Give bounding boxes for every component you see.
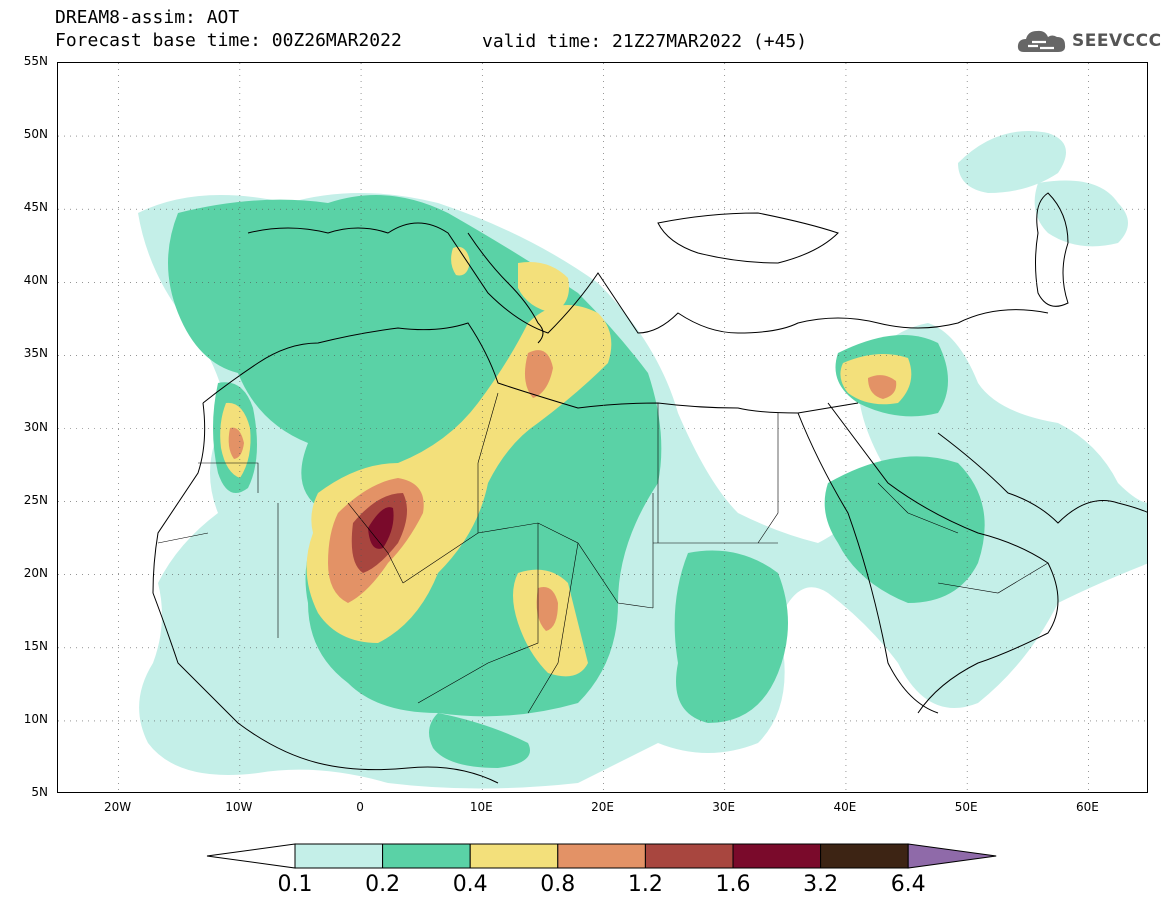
colorbar-level-label: 3.2 — [803, 872, 839, 897]
colorbar-over-arrow — [907, 843, 997, 869]
lat-tick-label: 10N — [23, 711, 48, 726]
coastline-black-sea — [657, 212, 839, 264]
colorbar-segment — [732, 843, 822, 869]
cloud-icon — [1017, 30, 1066, 52]
lon-tick-label: 40E — [833, 800, 857, 814]
colorbar-segment — [557, 843, 646, 869]
lat-tick-label: 50N — [23, 127, 48, 142]
colorbar-level-label: 6.4 — [890, 872, 926, 897]
colorbar-segment — [294, 843, 384, 869]
aot-region-peak — [368, 507, 394, 549]
lon-tick-label: 60E — [1075, 800, 1099, 814]
aot-region-light — [958, 131, 1066, 193]
colorbar-level-label: 0.4 — [452, 872, 488, 897]
aot-region-vhigh — [536, 587, 558, 631]
coastline-italy — [467, 232, 544, 344]
seevccc-logo: SEEVCCC — [1016, 26, 1162, 56]
aot-region-mid — [429, 713, 530, 768]
coastline-west-africa — [152, 402, 499, 784]
colorbar-level-label: 0.8 — [540, 872, 576, 897]
coastline-north-africa — [202, 322, 859, 414]
map-title: DREAM8-assim: AOT — [55, 7, 240, 28]
map-panel — [57, 62, 1148, 793]
coastlines — [152, 192, 1147, 784]
aot-region-vhigh — [868, 375, 897, 399]
colorbar-segment — [644, 843, 734, 869]
lon-tick-label: 20E — [591, 800, 614, 814]
border-line — [157, 392, 1049, 714]
colorbar-under-arrow — [206, 843, 296, 869]
colorbar-level-label: 0.2 — [365, 872, 401, 897]
aot-map — [58, 63, 1147, 792]
coastline-red-sea — [797, 412, 939, 714]
lon-tick-label: 30E — [712, 800, 736, 814]
coastline-caspian — [1035, 192, 1069, 307]
aot-region-vhigh — [524, 350, 553, 398]
coastline-arabia — [827, 402, 1059, 714]
lat-tick-label: 40N — [23, 273, 48, 288]
lat-tick-label: 15N — [23, 638, 48, 653]
lat-tick-label: 55N — [23, 54, 48, 68]
lat-tick-label: 35N — [23, 346, 48, 361]
aot-shading — [138, 131, 1147, 789]
aot-region-mid — [674, 550, 788, 723]
lat-tick-label: 20N — [23, 565, 48, 580]
lon-tick-label: 10E — [469, 800, 493, 814]
aot-region-vhigh — [228, 427, 244, 459]
aot-region-high — [451, 246, 470, 276]
logo-text: SEEVCCC — [1072, 31, 1162, 51]
aot-region-high — [518, 262, 569, 313]
lon-tick-label: 0 — [356, 800, 364, 814]
lat-tick-label: 45N — [23, 200, 48, 215]
colorbar-level-label: 0.1 — [277, 872, 313, 897]
valid-time: valid time: 21Z27MAR2022 (+45) — [482, 31, 808, 52]
aot-region-light — [1034, 180, 1128, 247]
lon-tick-label: 50E — [954, 800, 978, 814]
colorbar-level-label: 1.2 — [627, 872, 663, 897]
lat-tick-label: 25N — [23, 492, 48, 507]
lat-tick-label: 30N — [23, 419, 48, 434]
lat-tick-label: 5N — [31, 785, 48, 799]
colorbar — [206, 843, 997, 869]
lon-tick-label: 10W — [225, 800, 253, 814]
colorbar-segment — [382, 843, 471, 869]
country-borders — [157, 392, 1049, 714]
colorbar-segment — [469, 843, 559, 869]
coastline-europe — [247, 222, 1049, 334]
colorbar-segment — [820, 843, 909, 869]
coastline-persian-gulf — [937, 432, 1147, 524]
colorbar-level-label: 1.6 — [715, 872, 751, 897]
forecast-base-time: Forecast base time: 00Z26MAR2022 — [55, 30, 402, 51]
lon-tick-label: 20W — [104, 800, 132, 814]
